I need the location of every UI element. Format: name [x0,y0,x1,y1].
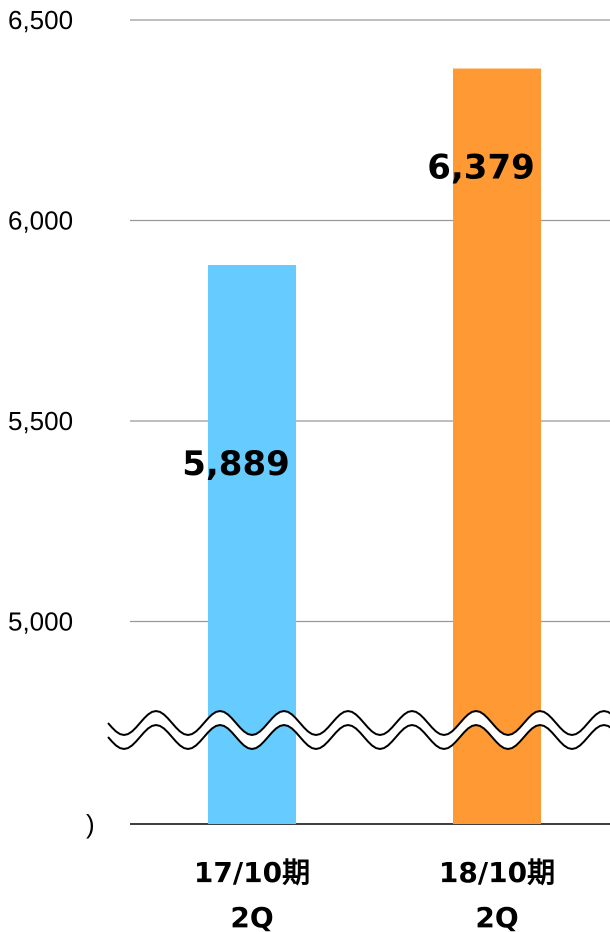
x-tick-label: 18/10期 [439,856,555,889]
axis-break-line-lower [107,723,610,751]
bars [208,68,541,825]
bar [453,68,541,825]
y-tick-label: 5,500 [8,406,73,436]
x-tick-label: 17/10期 [194,856,310,889]
bar [208,265,296,824]
y-tick-label-baseline: ) [86,809,95,839]
axis-break-line-upper [107,709,610,737]
y-tick-label: 5,000 [8,607,73,637]
labels: 6,500 6,000 5,500 5,000) 5,889 6,379 17/10期 2Q 1… [8,5,555,932]
axis-break [107,709,610,751]
data-label: 5,889 [182,444,290,484]
y-tick-label: 6,500 [8,5,73,35]
x-tick-label: 2Q [230,901,273,932]
x-tick-label: 2Q [475,901,518,932]
data-label: 6,379 [427,148,535,188]
y-tick-label: 6,000 [8,206,73,236]
